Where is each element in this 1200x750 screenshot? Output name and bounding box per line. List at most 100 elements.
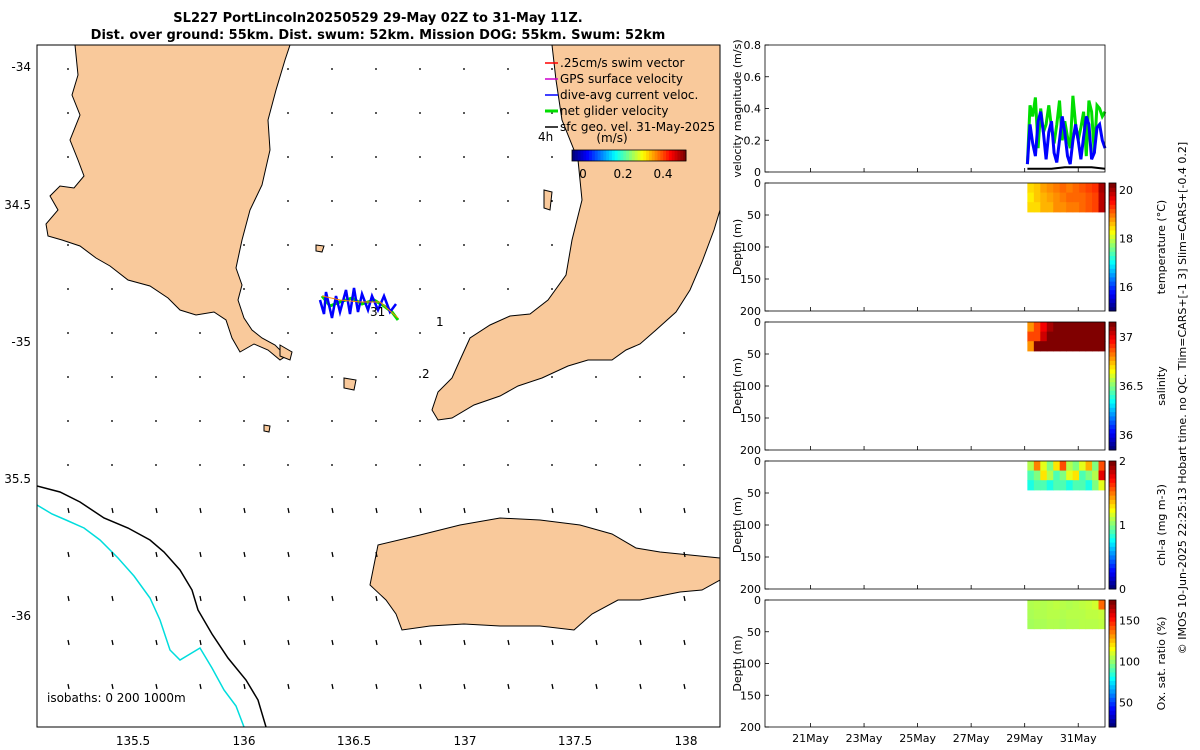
colorbar-cell — [1109, 650, 1116, 656]
heatmap-cell — [1085, 202, 1093, 213]
colorbar-cell — [1109, 221, 1116, 227]
colorbar-cell — [1109, 563, 1116, 569]
colorbar-cell — [597, 150, 601, 161]
map-xtick-136.5: 136.5 — [337, 734, 371, 748]
colorbar-cell — [1109, 571, 1116, 577]
colorbar-cell — [1109, 646, 1116, 652]
heatmap-cell — [1092, 202, 1100, 213]
velocity-arrow — [67, 507, 70, 514]
heatmap-cell — [1033, 183, 1041, 194]
colorbar-tick-label: 150 — [1119, 614, 1140, 627]
map-xtick-135.5: 135.5 — [116, 734, 150, 748]
heatmap-cell — [1053, 331, 1061, 342]
land-island-e — [263, 424, 271, 433]
heatmap-cell — [1027, 183, 1035, 194]
colorbar-cell — [1109, 616, 1116, 622]
colorbar-cell — [1109, 212, 1116, 218]
land-island-d — [315, 244, 325, 253]
heatmap-cell — [1079, 192, 1087, 203]
heatmap-cell — [1027, 600, 1035, 611]
colorbar-cell — [614, 150, 619, 161]
heatmap-cell — [1066, 183, 1074, 194]
heatmap-cell — [1053, 202, 1061, 213]
heatmap-cell — [1053, 600, 1061, 611]
colorbar-cell — [640, 150, 644, 161]
map-frame — [36, 44, 721, 728]
colorbar-cell — [1109, 264, 1116, 269]
velocity-arrow — [199, 683, 202, 690]
colorbar-cell — [654, 150, 658, 161]
colorbar-tick-label: 50 — [1119, 696, 1133, 709]
colorbar-cell — [1109, 293, 1116, 299]
colorbar-cell — [671, 150, 676, 161]
colorbar-cell — [1109, 684, 1116, 690]
y-tick-label: 150 — [740, 273, 761, 286]
colorbar-cell — [1109, 183, 1116, 188]
legend-entry: GPS surface velocity — [560, 72, 683, 86]
colorbar-cell — [1109, 503, 1116, 509]
heatmap-cell — [1098, 470, 1106, 481]
colorbar-cell — [577, 150, 582, 161]
heatmap-cell — [1027, 480, 1035, 491]
colorbar-cell — [1109, 525, 1116, 530]
y-tick-label: 100 — [740, 658, 761, 671]
colorbar-cell — [1109, 268, 1116, 274]
colorbar-cell — [1109, 490, 1116, 496]
heatmap-cell — [1053, 341, 1061, 352]
velocity-arrow — [639, 507, 642, 514]
colorbar-cell — [594, 150, 599, 161]
x-tick-label: 21May — [792, 732, 829, 745]
heatmap-cell — [1072, 619, 1080, 630]
colorbar-tick-0: 0 — [579, 167, 587, 181]
heatmap-cell — [1098, 619, 1106, 630]
velocity-arrow — [331, 551, 334, 558]
heatmap-cell — [1085, 609, 1093, 620]
heatmap-cell — [1046, 619, 1054, 630]
heatmap-cell — [1098, 609, 1106, 620]
colorbar-cell — [1109, 625, 1116, 631]
colorbar-cell — [1109, 638, 1116, 643]
isobath-200m — [37, 485, 267, 727]
colorbar-cell — [1109, 251, 1116, 257]
colorbar-cell — [643, 150, 647, 161]
velocity-arrow — [243, 595, 246, 602]
heatmap-cell — [1085, 341, 1093, 352]
glider-track — [318, 287, 400, 321]
legend-entry: net glider velocity — [560, 104, 668, 118]
heatmap-cell — [1046, 470, 1054, 481]
velocity-arrow — [243, 683, 246, 690]
heatmap-cell — [1066, 600, 1074, 611]
y-tick-label: 150 — [740, 689, 761, 702]
colorbar-cell — [1109, 529, 1116, 535]
velocity-arrow — [199, 551, 202, 558]
heatmap-cell — [1040, 461, 1048, 472]
velocity-arrow — [595, 639, 598, 646]
heatmap-cell — [1092, 470, 1100, 481]
colorbar-cell — [1109, 360, 1116, 366]
heatmap-cell — [1092, 183, 1100, 194]
velocity-arrow — [331, 639, 334, 646]
heatmap-cell — [1098, 461, 1106, 472]
map-ytick-2: -35 — [11, 335, 31, 349]
colorbar-cell — [1109, 550, 1116, 556]
colorbar-cell — [606, 150, 610, 161]
panel-2: 0 50 100 150 200 Depth (m) 36 36.5 37 salinity — [731, 316, 1168, 457]
velocity-arrow — [595, 683, 598, 690]
x-tick-label: 23May — [846, 732, 883, 745]
heatmap-cell — [1053, 322, 1061, 333]
colorbar-tick-label: 1 — [1119, 519, 1126, 532]
y-tick-label: 0.8 — [744, 39, 762, 52]
colorbar-cell — [1109, 676, 1116, 681]
colorbar-cell — [1109, 398, 1116, 404]
colorbar-label: salinity — [1155, 366, 1168, 406]
colorbar-cell — [586, 150, 590, 161]
heatmap-cell — [1066, 619, 1074, 630]
heatmap-cell — [1027, 322, 1035, 333]
colorbar-cell — [609, 150, 613, 161]
colorbar-cell — [1109, 187, 1116, 193]
map-x-axis: 135.5 136 136.5 137 137.5 138 — [116, 734, 698, 748]
colorbar-cell — [634, 150, 639, 161]
colorbar-frame — [1108, 182, 1117, 312]
colorbar-cell — [1109, 247, 1116, 252]
colorbar-cell — [1109, 242, 1116, 248]
